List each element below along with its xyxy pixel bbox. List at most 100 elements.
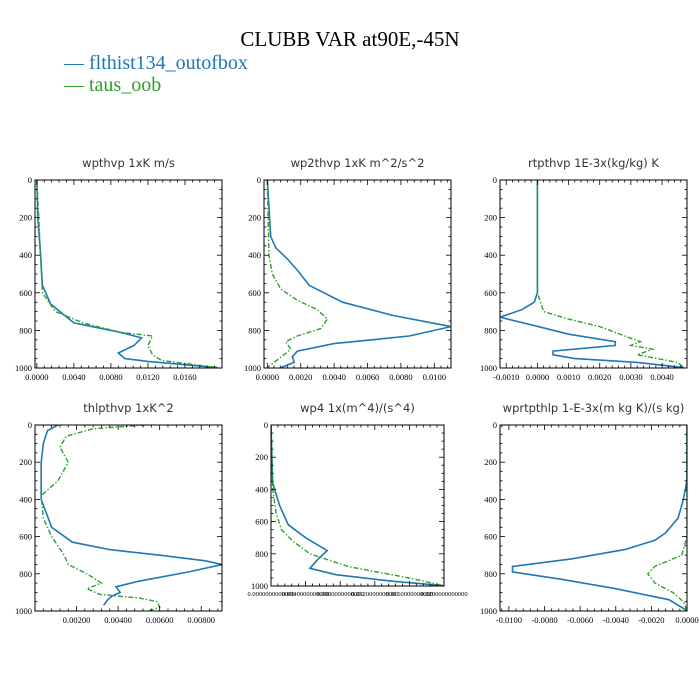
series-line-flthist134 <box>40 425 222 606</box>
y-tick-label: 600 <box>19 288 32 298</box>
x-tick-label: 0.00400 <box>104 615 132 625</box>
plot-frame <box>499 424 688 612</box>
x-tick-label: 0.0060 <box>356 372 379 382</box>
y-tick-label: 0 <box>28 420 32 430</box>
plot-frame <box>270 424 445 587</box>
series-line-taus-oob <box>536 180 685 368</box>
y-tick-label: 600 <box>19 532 32 542</box>
x-tick-label: 0.0120 <box>136 372 159 382</box>
plot-frame <box>34 179 223 369</box>
y-tick-label: 0 <box>28 175 32 185</box>
y-tick-label: 600 <box>484 288 497 298</box>
y-tick-label: 400 <box>484 494 497 504</box>
x-tick-label: 0.0020 <box>289 372 312 382</box>
y-tick-label: 400 <box>19 494 32 504</box>
y-tick-label: 400 <box>19 250 32 260</box>
y-tick-label: 200 <box>484 457 497 467</box>
x-tick-label: 0.0120000000000 <box>351 591 398 598</box>
legend-entry-flthist134: — flthist134_outofbox <box>63 52 248 74</box>
plot-frame <box>263 179 452 369</box>
y-tick-label: 200 <box>19 457 32 467</box>
series-line-flthist134 <box>36 180 218 368</box>
x-tick-label: 0.0000 <box>526 372 549 382</box>
y-tick-label: 200 <box>19 213 32 223</box>
series-line-flthist134 <box>271 425 444 586</box>
panel-title: thlpthvp 1xK^2 <box>83 401 173 415</box>
x-tick-label: 0.0000 <box>25 372 48 382</box>
series-line-taus-oob <box>271 425 444 586</box>
y-tick-label: 1000 <box>15 606 32 616</box>
series-line-flthist134 <box>511 425 687 611</box>
x-tick-label: 0.0160 <box>173 372 196 382</box>
x-tick-label: -0.0020 <box>638 615 664 625</box>
panel-title: wprtpthlp 1-E-3x(m kg K)/(s kg) <box>503 401 685 415</box>
y-tick-label: 1000 <box>480 606 497 616</box>
x-tick-label: -0.0010 <box>493 372 519 382</box>
y-tick-label: 400 <box>255 484 268 494</box>
x-tick-label: 0.00200 <box>63 615 91 625</box>
x-tick-label: 0.0080 <box>389 372 412 382</box>
y-tick-label: 1000 <box>15 363 32 373</box>
panel-title: wpthvp 1xK m/s <box>82 156 175 170</box>
y-tick-label: 800 <box>19 325 32 335</box>
y-tick-label: 800 <box>248 325 261 335</box>
x-tick-label: 0.0040 <box>650 372 673 382</box>
y-tick-label: 0 <box>257 175 261 185</box>
y-tick-label: 0 <box>264 420 268 430</box>
panel-2: wp2thvp 1xK m^2/s^2020040060080010000.00… <box>244 156 452 382</box>
x-tick-label: 0.0080000000000 <box>317 591 364 598</box>
y-tick-label: 400 <box>484 250 497 260</box>
x-tick-label: 0.00600 <box>146 615 174 625</box>
panel-6: wprtpthlp 1-E-3x(m kg K)/(s kg) 0 200 400 60… <box>480 401 699 625</box>
y-tick-label: 0 <box>493 175 497 185</box>
y-tick-label: 600 <box>255 517 268 527</box>
y-tick-label: 800 <box>484 325 497 335</box>
x-tick-label: -0.0040 <box>603 615 629 625</box>
y-tick-label: 200 <box>484 213 497 223</box>
panel-title: rtpthvp 1E-3x(kg/kg) K <box>528 156 659 170</box>
x-tick-label: 0.0040 <box>62 372 85 382</box>
series-line-flthist134 <box>266 180 451 368</box>
x-tick-label: 0.0200000000000 <box>420 591 467 598</box>
y-tick-label: 1000 <box>480 363 497 373</box>
x-tick-label: 0.0040 <box>322 372 345 382</box>
y-tick-label: 600 <box>484 532 497 542</box>
x-tick-label: 0.0020 <box>588 372 611 382</box>
y-tick-label: 600 <box>248 288 261 298</box>
panel-3: rtpthvp 1E-3x(kg/kg) K 0 200 400 600 800 1000-… <box>480 156 688 382</box>
plot-frame <box>499 179 688 369</box>
x-tick-label: 0.0100 <box>423 372 446 382</box>
series-line-taus-oob <box>36 180 218 368</box>
legend: — flthist134_outofbox — taus_oob <box>63 52 248 96</box>
x-tick-label: 0.0030 <box>619 372 642 382</box>
y-tick-label: 800 <box>255 549 268 559</box>
x-tick-label: -0.0080 <box>531 615 557 625</box>
panel-title: wp2thvp 1xK m^2/s^2 <box>291 156 425 170</box>
x-tick-label: 0.0010 <box>557 372 580 382</box>
y-tick-label: 200 <box>248 213 261 223</box>
x-tick-label: 0.0000 <box>256 372 279 382</box>
x-tick-label: 0.0000 <box>675 615 698 625</box>
y-tick-label: 1000 <box>244 363 261 373</box>
y-tick-label: 200 <box>255 452 268 462</box>
series-line-taus-oob <box>646 425 687 611</box>
x-tick-label: 0.0080 <box>99 372 122 382</box>
series-line-taus-oob <box>40 425 161 611</box>
x-tick-label: 0.0040000000000 <box>282 591 329 598</box>
panel-4: thlpthvp 1xK^2 0 200 400 600 800 1000 0.00200 0.… <box>15 401 223 625</box>
legend-entry-taus-oob: — taus_oob <box>63 74 161 96</box>
y-tick-label: 400 <box>248 250 261 260</box>
series-line-taus-oob <box>266 180 329 368</box>
y-tick-label: 1000 <box>251 581 268 591</box>
x-tick-label: 0.0000000000000 <box>247 591 294 598</box>
y-tick-label: 800 <box>484 569 497 579</box>
x-tick-label: 0.00800 <box>187 615 215 625</box>
series-line-flthist134 <box>500 180 684 368</box>
x-tick-label: -0.0100 <box>496 615 522 625</box>
y-tick-label: 0 <box>493 420 497 430</box>
panel-title: wp4 1x(m^4)/(s^4) <box>300 401 415 415</box>
x-tick-label: 0.0160000000000 <box>386 591 433 598</box>
